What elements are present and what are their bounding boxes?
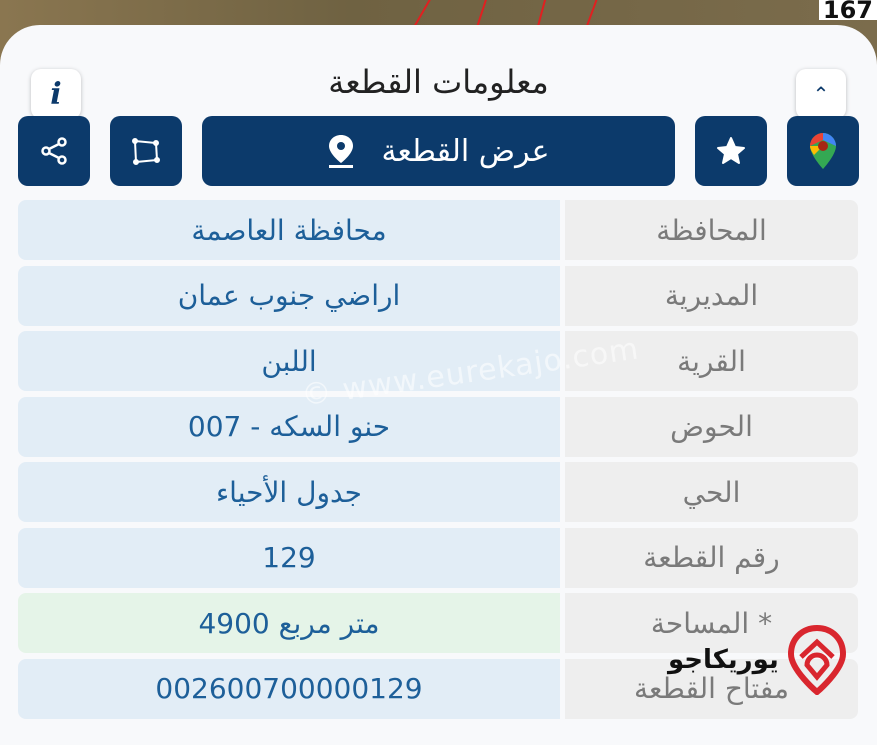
draw-polygon-button[interactable]: [110, 116, 182, 186]
row-value: محافظة العاصمة: [18, 200, 560, 260]
map-parcel-label: 167: [818, 0, 877, 22]
info-button[interactable]: i: [31, 69, 81, 119]
show-parcel-button[interactable]: عرض القطعة: [202, 116, 675, 186]
info-row: حنو السكه - 007 الحوض: [18, 396, 858, 457]
row-label: القرية: [565, 331, 858, 391]
favorite-button[interactable]: [695, 116, 767, 186]
panel-title: معلومات القطعة: [328, 63, 549, 101]
star-icon: [717, 137, 745, 164]
chevron-up-icon: ⌃: [812, 82, 830, 106]
info-icon: i: [50, 76, 62, 112]
share-icon: [41, 137, 67, 165]
row-label: الحي: [565, 462, 858, 522]
share-button[interactable]: [18, 116, 90, 186]
row-value: 4900 متر مربع: [18, 593, 560, 653]
house-pin-logo-icon: [787, 625, 846, 695]
row-value: حنو السكه - 007: [18, 396, 560, 457]
logo-text: يوريكاجو: [668, 645, 779, 675]
info-row: جدول الأحياء الحي: [18, 462, 858, 522]
row-label: المديرية: [565, 265, 858, 326]
info-row: 4900 متر مربع المساحة *: [18, 593, 858, 653]
info-row: 129 رقم القطعة: [18, 527, 858, 588]
row-value: 002600700000129: [18, 658, 560, 719]
row-label: الحوض: [565, 396, 858, 457]
info-row: اللبن القرية: [18, 331, 858, 391]
info-row: محافظة العاصمة المحافظة: [18, 200, 858, 260]
row-value: اللبن: [18, 331, 560, 391]
collapse-button[interactable]: ⌃: [796, 69, 846, 119]
location-pin-icon: [329, 135, 354, 168]
row-label: المحافظة: [565, 200, 858, 260]
row-value: 129: [18, 527, 560, 588]
logo: يوريكاجو: [668, 625, 847, 695]
polygon-icon: [132, 138, 160, 165]
row-label: المساحة *: [565, 593, 858, 653]
google-maps-icon: [810, 133, 836, 169]
map-background[interactable]: 167: [0, 0, 877, 60]
row-value: جدول الأحياء: [18, 462, 560, 522]
info-row: اراضي جنوب عمان المديرية: [18, 265, 858, 326]
show-parcel-label: عرض القطعة: [381, 133, 550, 169]
google-maps-button[interactable]: [787, 116, 859, 186]
row-value: اراضي جنوب عمان: [18, 265, 560, 326]
row-label: رقم القطعة: [565, 527, 858, 588]
